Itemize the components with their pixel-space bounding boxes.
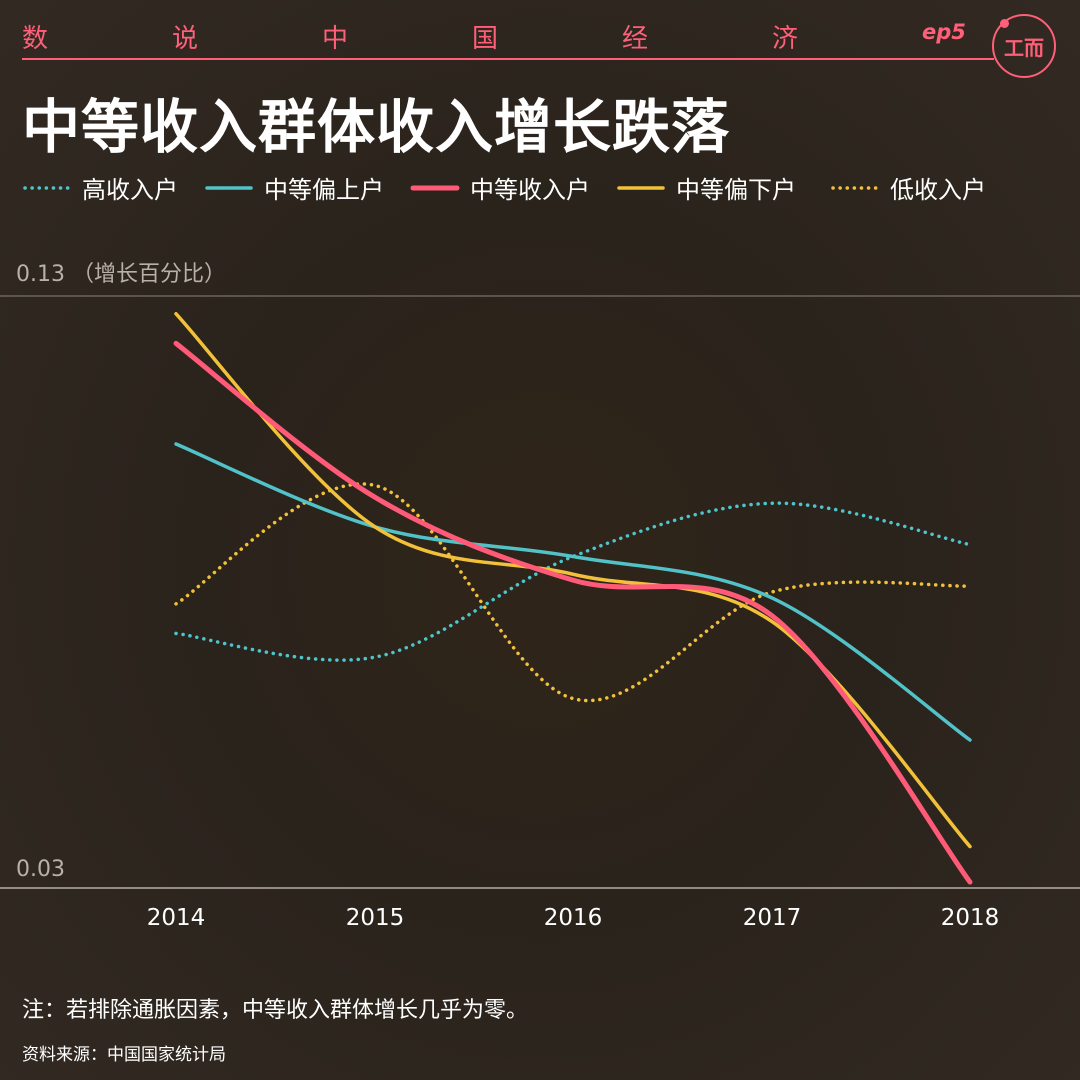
series-title-char: 数 (22, 24, 49, 54)
y-tick-label-min: 0.03 (16, 857, 65, 882)
x-tick-label: 2016 (544, 905, 603, 931)
series-line-low-income (174, 482, 972, 703)
legend-label: 低收入户 (890, 175, 986, 204)
source-credit: 资料来源：中国国家统计局 (22, 1045, 226, 1065)
legend-item-high-income: 高收入户 (22, 170, 178, 204)
series-line-lower-middle (174, 312, 972, 849)
legend-swatch (831, 186, 879, 190)
series-line-middle (173, 340, 973, 885)
legend-item-middle: 中等收入户 (410, 170, 590, 204)
series-title-char: 说 (172, 24, 199, 54)
header-divider (22, 58, 994, 60)
legend-item-lower-middle: 中等偏下户 (616, 170, 796, 204)
legend-item-upper-middle: 中等偏上户 (204, 170, 384, 204)
legend-label: 高收入户 (82, 175, 178, 204)
legend-swatch (23, 186, 71, 190)
footnote: 注：若排除通胀因素，中等收入群体增长几乎为零。 (22, 998, 529, 1023)
x-tick-label: 2017 (743, 905, 802, 931)
x-tick-label: 2015 (346, 905, 405, 931)
legend-label: 中等收入户 (470, 175, 590, 204)
series-line-upper-middle (174, 442, 972, 742)
x-tick-label: 2018 (941, 905, 1000, 931)
series-title-char: 济 (772, 24, 799, 54)
legend-item-low-income: 低收入户 (830, 170, 986, 204)
legend-label: 中等偏下户 (676, 175, 796, 204)
series-title-char: 中 (322, 24, 349, 54)
brand-logo: 工而 (992, 14, 1056, 78)
chart-legend: 高收入户 中等偏上户 中等收入户 中等偏下户 低收入户 (22, 170, 1062, 204)
series-title: 数 说 中 国 经 济 (22, 18, 972, 54)
x-tick-label: 2014 (147, 905, 206, 931)
series-title-char: 经 (622, 24, 649, 54)
series-title-char: 国 (472, 24, 499, 54)
episode-label: ep5 (922, 20, 966, 44)
chart-headline: 中等收入群体收入增长跌落 (22, 93, 731, 161)
legend-label: 中等偏上户 (264, 175, 384, 204)
legend-swatch (617, 186, 665, 190)
logo-dot (1000, 19, 1009, 28)
legend-swatch (205, 186, 253, 190)
y-tick-label-max: 0.13 （增长百分比） (16, 262, 226, 287)
legend-swatch (410, 185, 460, 191)
